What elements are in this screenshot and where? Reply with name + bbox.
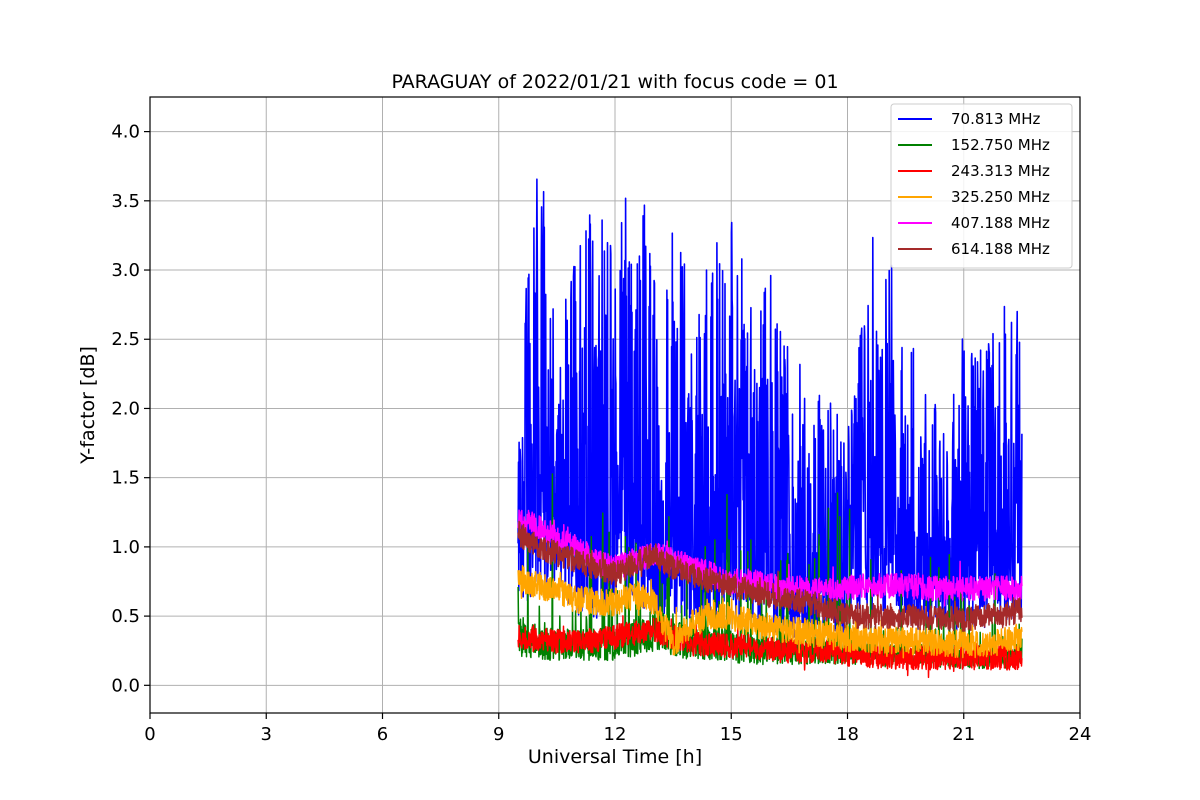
- x-axis-label: Universal Time [h]: [528, 746, 702, 768]
- y-axis-label: Y-factor [dB]: [77, 346, 99, 465]
- y-tick-label: 3.0: [111, 260, 140, 281]
- series-line: [517, 565, 1023, 659]
- legend-entry-label: 614.188 MHz: [951, 240, 1050, 258]
- y-tick-label: 2.0: [111, 398, 140, 419]
- y-tick-label: 1.5: [111, 468, 140, 489]
- legend-box: [890, 103, 1073, 269]
- x-tick-label: 21: [952, 724, 975, 745]
- legend-entry-label: 407.188 MHz: [951, 214, 1050, 232]
- x-tick-label: 6: [377, 724, 388, 745]
- legend-entry-label: 70.813 MHz: [951, 110, 1040, 128]
- y-tick-label: 0.0: [111, 675, 140, 696]
- plot-series: [517, 178, 1023, 679]
- legend-items: 70.813 MHz 152.750 MHz 243.313 MHz 325.250 …: [898, 110, 1050, 258]
- series-line: [517, 520, 1023, 632]
- series-line: [517, 615, 1023, 679]
- legend-entry-label: 152.750 MHz: [951, 136, 1050, 154]
- x-tick-label: 24: [1069, 724, 1092, 745]
- chart-title: PARAGUAY of 2022/01/21 with focus code =…: [391, 71, 838, 93]
- y-tick-label: 3.5: [111, 191, 140, 212]
- x-tick-label: 15: [720, 724, 743, 745]
- x-tick-label: 3: [261, 724, 272, 745]
- y-tick-label: 0.5: [111, 606, 140, 627]
- legend-entry-label: 243.313 MHz: [951, 162, 1050, 180]
- x-tick-label: 12: [604, 724, 627, 745]
- axis-ticks: 0 3 6 9 12 15 18 21 24 0.0 0.5 1.0 1.5 2.0 2.5 3.0 3.5 4.…: [111, 122, 1091, 745]
- y-tick-label: 4.0: [111, 122, 140, 143]
- x-tick-label: 18: [836, 724, 859, 745]
- x-tick-label: 9: [493, 724, 504, 745]
- y-tick-label: 1.0: [111, 537, 140, 558]
- legend-entry-label: 325.250 MHz: [951, 188, 1050, 206]
- legend: 70.813 MHz 152.750 MHz 243.313 MHz 325.250 …: [890, 103, 1073, 269]
- y-tick-label: 2.5: [111, 329, 140, 350]
- x-tick-label: 0: [144, 724, 155, 745]
